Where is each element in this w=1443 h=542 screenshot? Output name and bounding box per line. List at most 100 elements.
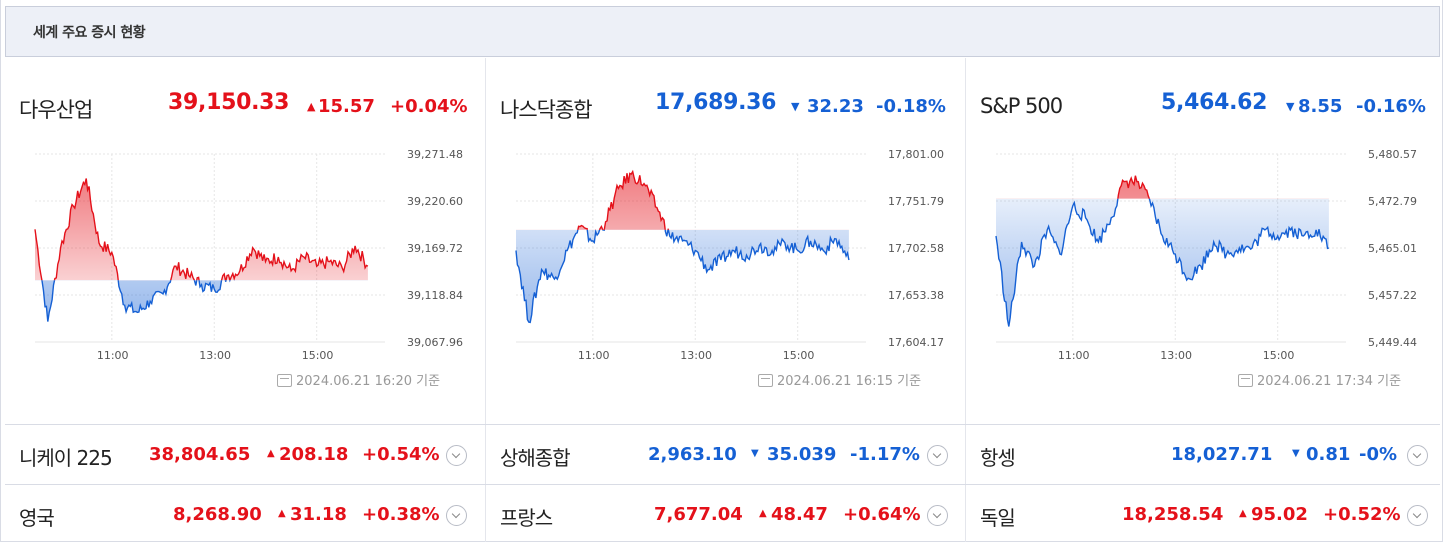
y-tick-label: 17,751.79 [888, 195, 944, 208]
y-tick-label: 39,271.48 [407, 148, 463, 161]
calendar-icon [277, 374, 292, 387]
index-name: 항셍 [980, 446, 1016, 470]
up-arrow-icon: ▲ [759, 508, 767, 519]
timestamp: 2024.06.21 16:20 기준 [277, 370, 440, 389]
y-tick-label: 5,465.01 [1368, 242, 1417, 255]
index-name: 다우산업 [19, 98, 93, 122]
index-item-shanghai[interactable]: 상해종합 2,963.10 ▼ 35.039 -1.17% [485, 425, 965, 484]
index-percent: +0.04% [390, 96, 468, 117]
index-name: 니케이 225 [19, 446, 113, 470]
y-tick-label: 17,604.17 [888, 336, 944, 349]
y-tick-label: 39,118.84 [407, 289, 463, 302]
up-arrow-icon: ▲ [267, 448, 275, 459]
area-above-baseline [996, 175, 1329, 199]
y-tick-label: 39,169.72 [407, 242, 463, 255]
y-tick-label: 17,653.38 [888, 289, 944, 302]
intraday-chart: 39,271.48 39,220.60 39,169.72 39,118.84 39,0… [34, 148, 463, 362]
expand-chevron-icon[interactable] [927, 505, 948, 526]
index-change: 8.55 [1298, 96, 1343, 117]
index-name: 프랑스 [500, 506, 553, 530]
index-percent: -0.16% [1356, 96, 1426, 117]
index-row: 니케이 225 38,804.65 ▲ 208.18 +0.54% 상해종합 2… [5, 424, 1440, 484]
expand-chevron-icon[interactable] [446, 445, 467, 466]
down-arrow-icon: ▼ [751, 448, 759, 459]
index-value: 2,963.10 [648, 444, 737, 465]
widget-title: 세계 주요 증시 현황 [33, 25, 146, 41]
index-percent: +0.54% [362, 444, 440, 465]
index-name: 영국 [19, 506, 55, 530]
index-change: 208.18 [279, 444, 349, 465]
y-tick-label: 17,702.58 [888, 242, 944, 255]
x-tick-label: 11:00 [578, 349, 610, 362]
expand-chevron-icon[interactable] [927, 445, 948, 466]
index-value: 17,689.36 [655, 90, 777, 115]
down-arrow-icon: ▼ [1286, 100, 1295, 113]
x-tick-label: 15:00 [783, 349, 815, 362]
index-change: 95.02 [1251, 504, 1308, 525]
calendar-icon [1238, 374, 1253, 387]
down-arrow-icon: ▼ [1292, 448, 1300, 459]
index-value: 7,677.04 [654, 504, 743, 525]
series-line-up [1117, 175, 1151, 199]
area-below-baseline [996, 198, 1329, 327]
index-name: 상해종합 [500, 446, 571, 470]
index-percent: -1.17% [850, 444, 920, 465]
index-panel-dow[interactable]: 다우산업 39,150.33 ▲ 15.57 +0.04% 39,271.48 3… [5, 58, 485, 424]
area-above-baseline [35, 178, 368, 281]
index-value: 18,027.71 [1171, 444, 1273, 465]
index-value: 5,464.62 [1161, 90, 1268, 115]
expand-chevron-icon[interactable] [446, 505, 467, 526]
timestamp: 2024.06.21 17:34 기준 [1238, 370, 1401, 389]
index-change: 0.81 [1306, 444, 1351, 465]
expand-chevron-icon[interactable] [1407, 445, 1428, 466]
expand-chevron-icon[interactable] [1407, 505, 1428, 526]
timestamp-text: 2024.06.21 16:15 기준 [777, 374, 922, 389]
index-percent: -0% [1359, 444, 1398, 465]
index-panel-sp500[interactable]: S&P 500 5,464.62 ▼ 8.55 -0.16% 5,480.57 5… [965, 58, 1443, 424]
series-line-up [34, 178, 369, 281]
index-item-uk[interactable]: 영국 8,268.90 ▲ 31.18 +0.38% [5, 485, 485, 542]
index-change: 35.039 [767, 444, 837, 465]
x-tick-label: 13:00 [1160, 349, 1192, 362]
x-tick-label: 11:00 [1058, 349, 1090, 362]
index-change: 48.47 [771, 504, 828, 525]
index-value: 38,804.65 [149, 444, 251, 465]
y-tick-label: 39,067.96 [407, 336, 463, 349]
index-value: 8,268.90 [173, 504, 262, 525]
up-arrow-icon: ▲ [1239, 508, 1247, 519]
series-line-down [41, 280, 235, 322]
index-item-hangseng[interactable]: 항셍 18,027.71 ▼ 0.81 -0% [965, 425, 1443, 484]
series-line-down [995, 198, 1330, 327]
index-name: 나스닥종합 [500, 98, 593, 122]
index-change: 32.23 [807, 96, 864, 117]
y-tick-label: 39,220.60 [407, 195, 463, 208]
index-item-germany[interactable]: 독일 18,258.54 ▲ 95.02 +0.52% [965, 485, 1443, 542]
area-below-baseline [516, 229, 849, 323]
index-name: S&P 500 [980, 94, 1063, 118]
y-tick-label: 5,457.22 [1368, 289, 1417, 302]
up-arrow-icon: ▲ [307, 100, 316, 113]
x-tick-label: 15:00 [1263, 349, 1295, 362]
y-tick-label: 5,472.79 [1368, 195, 1417, 208]
index-name: 독일 [980, 506, 1016, 530]
index-item-nikkei[interactable]: 니케이 225 38,804.65 ▲ 208.18 +0.54% [5, 425, 485, 484]
index-panel-nasdaq[interactable]: 나스닥종합 17,689.36 ▼ 32.23 -0.18% 17,801.00… [485, 58, 965, 424]
down-arrow-icon: ▼ [791, 100, 800, 113]
index-percent: -0.18% [876, 96, 946, 117]
index-percent: +0.52% [1323, 504, 1401, 525]
index-change: 31.18 [290, 504, 347, 525]
x-tick-label: 15:00 [302, 349, 334, 362]
y-tick-label: 5,480.57 [1368, 148, 1417, 161]
timestamp: 2024.06.21 16:15 기준 [758, 370, 921, 389]
area-below-baseline [41, 280, 230, 322]
index-item-france[interactable]: 프랑스 7,677.04 ▲ 48.47 +0.64% [485, 485, 965, 542]
y-tick-label: 17,801.00 [888, 148, 944, 161]
up-arrow-icon: ▲ [278, 508, 286, 519]
series-line-down [515, 229, 850, 324]
y-tick-label: 5,449.44 [1368, 336, 1417, 349]
index-row: 영국 8,268.90 ▲ 31.18 +0.38% 프랑스 7,677.04 … [5, 484, 1440, 542]
widget-header: 세계 주요 증시 현황 [5, 6, 1440, 57]
calendar-icon [758, 374, 773, 387]
x-tick-label: 11:00 [97, 349, 129, 362]
